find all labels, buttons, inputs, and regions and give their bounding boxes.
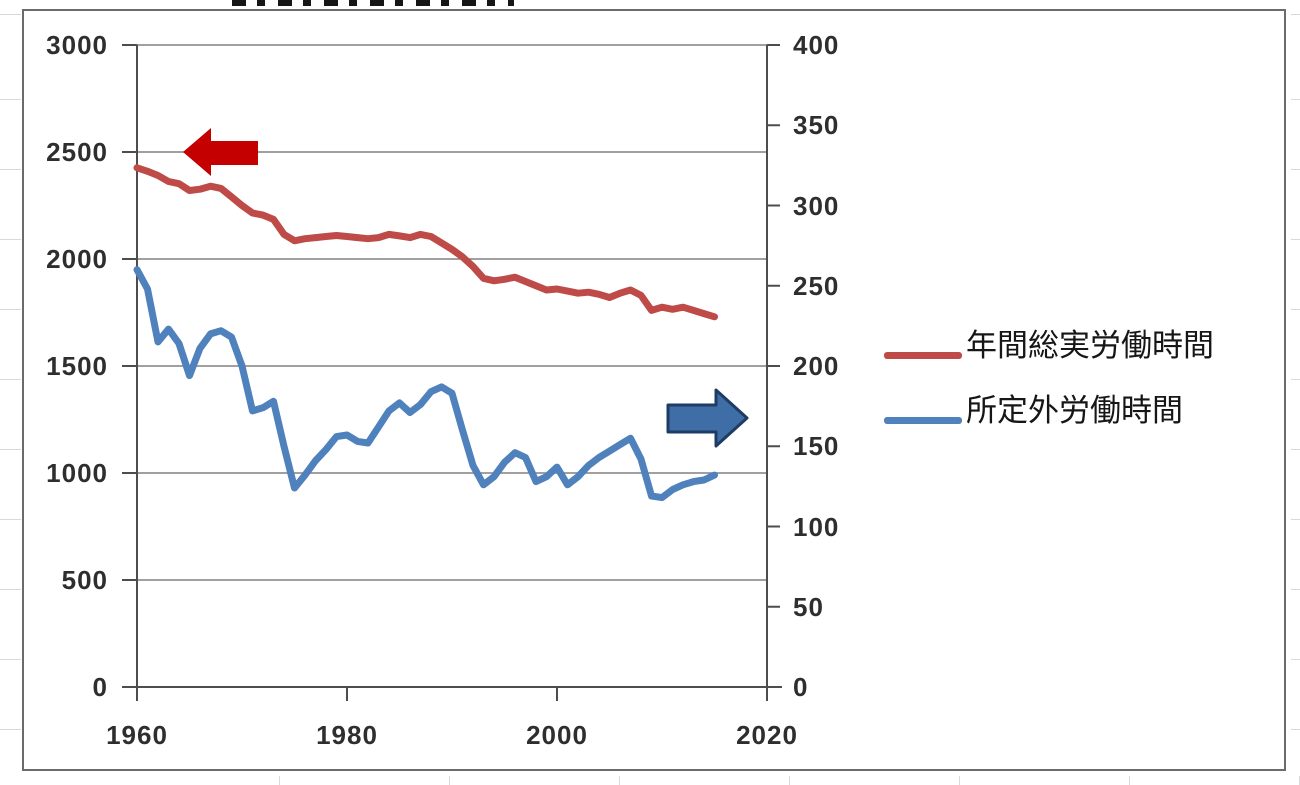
legend-label: 年間総実労働時間 bbox=[966, 328, 1214, 363]
axis-ticks bbox=[122, 44, 780, 701]
blue-right-arrow[interactable] bbox=[666, 388, 749, 448]
left-axis-tick-label: 1500 bbox=[46, 351, 108, 381]
clipped-chart-title bbox=[232, 0, 514, 6]
x-axis-tick-label: 1960 bbox=[106, 720, 168, 750]
legend-swatch-blue-line bbox=[884, 417, 962, 424]
right-axis-tick-label: 150 bbox=[793, 431, 840, 462]
legend-item-overtime-hours[interactable]: 所定外労働時間 bbox=[884, 395, 1284, 460]
series-line-annual-total-hours[interactable] bbox=[133, 164, 718, 321]
right-axis-tick-label: 400 bbox=[793, 30, 840, 60]
embedded-chart[interactable] bbox=[22, 9, 1286, 771]
left-axis-tick-label: 3000 bbox=[46, 30, 108, 60]
right-axis-tick-label: 300 bbox=[793, 190, 840, 221]
left-axis-tick-label: 500 bbox=[61, 565, 108, 595]
legend-label: 所定外労働時間 bbox=[966, 393, 1183, 428]
left-axis-tick-label: 0 bbox=[92, 672, 108, 702]
x-axis-tick-label: 2000 bbox=[526, 720, 588, 750]
red-left-arrow[interactable] bbox=[183, 128, 258, 176]
x-axis-tick-label: 1980 bbox=[316, 720, 378, 750]
right-axis-tick-label: 350 bbox=[793, 110, 840, 141]
legend-item-annual-total-hours[interactable]: 年間総実労働時間 bbox=[884, 330, 1284, 395]
x-axis-tick-label: 2020 bbox=[736, 720, 798, 750]
right-axis-tick-label: 250 bbox=[793, 270, 840, 301]
right-axis-tick-label: 200 bbox=[793, 351, 840, 381]
right-axis-tick-label: 0 bbox=[793, 672, 809, 702]
legend[interactable]: 年間総実労働時間 所定外労働時間 bbox=[884, 330, 1284, 460]
left-axis-tick-label: 2000 bbox=[46, 244, 108, 274]
right-axis-tick-label: 100 bbox=[793, 511, 840, 542]
right-axis-tick-label: 50 bbox=[793, 591, 824, 622]
legend-swatch-red-line bbox=[884, 352, 962, 359]
left-axis-tick-label: 1000 bbox=[46, 458, 108, 488]
series-line-overtime-hours[interactable] bbox=[133, 266, 718, 502]
left-axis-tick-label: 2500 bbox=[46, 137, 108, 167]
